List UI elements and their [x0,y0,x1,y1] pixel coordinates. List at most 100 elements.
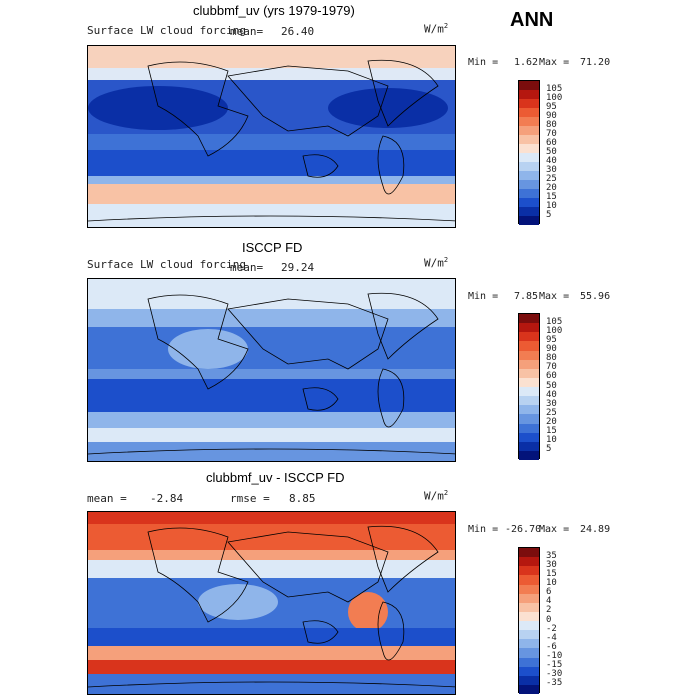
colorbar-swatch [519,117,539,126]
panel2-colorbar [518,313,540,460]
colorbar-swatch [519,126,539,135]
colorbar-swatch [519,359,539,369]
panel3-rmse-label: rmse = [230,492,270,505]
panel3-max-value: 24.89 [580,524,611,535]
colorbar-tick-label: 80 [546,119,557,130]
panel1-field-label: Surface LW cloud forcing [87,24,246,37]
colorbar-swatch [519,557,539,567]
panel3-map [87,511,456,695]
colorbar-swatch [519,639,539,649]
colorbar-swatch [519,450,539,460]
colorbar-swatch [519,675,539,685]
panel3-rmse-value: 8.85 [289,492,316,505]
colorbar-swatch [519,314,539,324]
colorbar-tick-label: 70 [546,128,557,139]
colorbar-tick-label: 90 [546,110,557,121]
panel1-mean-value: 26.40 [281,25,315,38]
panel3-mean-value: -2.84 [150,492,184,505]
colorbar-swatch [519,108,539,117]
colorbar-swatch [519,441,539,451]
colorbar-tick-label: 95 [546,101,557,112]
colorbar-tick-label: 10 [546,435,557,446]
panel2-map [87,278,456,462]
colorbar-swatch [519,602,539,612]
colorbar-swatch [519,332,539,342]
colorbar-tick-label: -15 [546,660,563,671]
panel3-title: clubbmf_uv - ISCCP FD [206,470,345,485]
colorbar-swatch [519,350,539,360]
panel2-field-label: Surface LW cloud forcing [87,258,246,271]
colorbar-swatch [519,153,539,162]
colorbar-tick-label: 70 [546,362,557,373]
colorbar-swatch [519,630,539,640]
colorbar-swatch [519,657,539,667]
colorbar-swatch [519,396,539,406]
colorbar-tick-label: 25 [546,173,557,184]
colorbar-swatch [519,144,539,153]
colorbar-tick-label: 15 [546,426,557,437]
colorbar-swatch [519,135,539,144]
panel2-title: ISCCP FD [242,240,303,255]
colorbar-tick-label: 30 [546,164,557,175]
colorbar-tick-label: -10 [546,651,563,661]
colorbar-swatch [519,648,539,658]
colorbar-tick-label: 30 [546,398,557,409]
colorbar-tick-label: 20 [546,417,557,427]
colorbar-swatch [519,611,539,621]
colorbar-swatch [519,162,539,171]
colorbar-swatch [519,423,539,433]
colorbar-tick-label: 60 [546,137,557,148]
colorbar-swatch [519,432,539,442]
colorbar-swatch [519,198,539,207]
colorbar-tick-label: 100 [546,92,563,103]
panel2-max-value: 55.96 [580,291,611,302]
colorbar-tick-label: 100 [546,325,563,336]
colorbar-swatch [519,90,539,99]
panel3-units: W/m2 [424,489,449,503]
panel3-max-label: Max = [539,524,570,535]
colorbar-tick-label: 30 [546,559,557,570]
panel2-min-label: Min = [468,291,499,302]
panel2-min-value: 7.85 [514,291,539,302]
colorbar-tick-label: 5 [546,444,552,455]
colorbar-swatch [519,377,539,387]
colorbar-swatch [519,189,539,198]
panel1-max-label: Max = [539,57,570,68]
colorbar-swatch [519,171,539,180]
colorbar-swatch [519,414,539,424]
colorbar-tick-label: 40 [546,155,557,166]
panel1-map [87,45,456,228]
colorbar-tick-label: 6 [546,587,552,598]
colorbar-swatch [519,584,539,594]
colorbar-swatch [519,81,539,90]
colorbar-swatch [519,207,539,216]
colorbar-tick-label: 10 [546,200,557,211]
colorbar-tick-label: 15 [546,191,557,202]
panel1-mean-label: mean= [230,25,264,38]
colorbar-swatch [519,566,539,576]
colorbar-swatch [519,666,539,676]
panel3-min-value: -26.70 [505,524,542,535]
colorbar-tick-label: 105 [546,83,563,94]
colorbar-swatch [519,575,539,585]
panel3-colorbar [518,547,540,694]
panel3-min-label: Min = [468,524,499,535]
colorbar-swatch [519,368,539,378]
colorbar-tick-label: 50 [546,146,557,157]
colorbar-tick-label: 5 [546,209,552,220]
colorbar-swatch [519,99,539,108]
colorbar-tick-label: 25 [546,407,557,418]
colorbar-tick-label: 20 [546,182,557,193]
colorbar-swatch [519,593,539,603]
season-label: ANN [510,9,554,31]
colorbar-tick-label: -6 [546,641,557,652]
colorbar-tick-label: -30 [546,669,563,680]
panel1-units: W/m2 [424,22,449,36]
colorbar-swatch [519,621,539,631]
colorbar-tick-label: 80 [546,353,557,364]
panel2-mean-value: 29.24 [281,261,315,274]
colorbar-swatch [519,216,539,225]
panel1-colorbar [518,80,540,225]
panel2-mean-label: mean= [230,261,264,274]
panel2-units: W/m2 [424,256,449,270]
